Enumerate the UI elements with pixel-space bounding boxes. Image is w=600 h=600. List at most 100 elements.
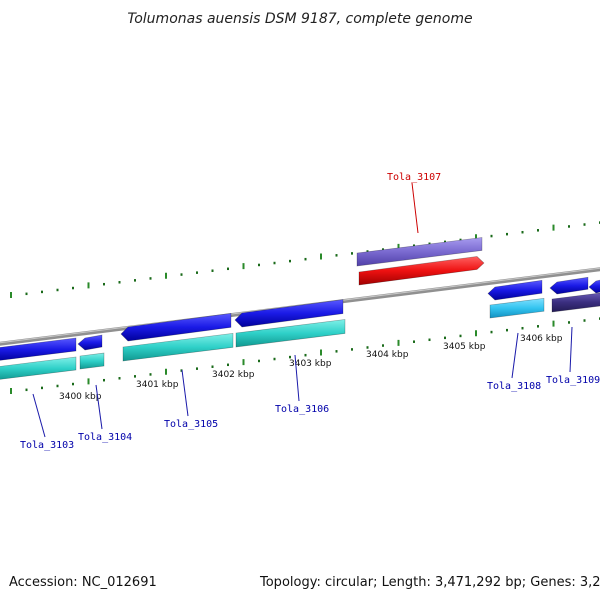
track-tick	[351, 252, 353, 255]
track-tick	[475, 234, 477, 241]
map-title: Tolumonas auensis DSM 9187, complete gen…	[127, 11, 472, 27]
gene-label-tola-3103[interactable]: Tola_3103	[20, 440, 74, 451]
track-tick	[428, 242, 431, 246]
track-tick	[211, 269, 214, 272]
scale-label: 3405 kbp	[443, 342, 486, 352]
scale-label: 3403 kbp	[289, 359, 332, 369]
track-tick	[459, 238, 462, 242]
gene-label-tola-3109[interactable]: Tola_3109	[546, 375, 600, 386]
track-tick	[242, 359, 245, 366]
track-tick	[475, 330, 477, 337]
gene-tola-3106-cds[interactable]	[235, 319, 346, 348]
track-tick	[351, 348, 353, 351]
track-tick	[103, 378, 105, 382]
track-tick	[521, 326, 524, 330]
gene-tola-3105[interactable]	[120, 312, 232, 342]
track-tick	[506, 328, 508, 332]
track-tick	[41, 290, 43, 294]
track-tick	[304, 353, 307, 357]
outer-tick-track	[10, 221, 600, 298]
leader-line	[32, 393, 46, 438]
track-tick	[149, 373, 152, 376]
track-tick	[568, 225, 570, 228]
track-tick	[304, 257, 307, 261]
track-tick	[444, 240, 446, 244]
track-tick	[134, 375, 136, 378]
track-tick	[258, 359, 260, 363]
track-tick	[134, 279, 136, 282]
track-tick	[118, 377, 121, 380]
track-tick	[165, 272, 167, 279]
track-tick	[552, 320, 555, 327]
track-tick	[397, 339, 400, 346]
gene-tola-3107[interactable]	[358, 256, 485, 286]
gene-label-tola-3107[interactable]: Tola_3107	[387, 172, 441, 183]
track-tick	[335, 254, 338, 257]
gene-label-tola-3105[interactable]: Tola_3105	[164, 419, 218, 430]
track-tick	[428, 338, 431, 342]
leader-line	[511, 332, 519, 379]
track-tick	[320, 253, 322, 260]
track-tick	[25, 388, 28, 392]
track-tick	[258, 263, 260, 267]
track-tick	[56, 288, 59, 292]
scale-label: 3406 kbp	[520, 334, 563, 344]
track-tick	[289, 259, 291, 263]
track-tick	[583, 319, 586, 322]
scale-label: 3402 kbp	[212, 370, 255, 380]
gene-tola-3109-cds[interactable]	[551, 292, 600, 313]
track-tick	[506, 232, 508, 236]
track-tick	[41, 386, 43, 390]
track-tick	[583, 223, 586, 226]
track-tick	[180, 369, 183, 372]
scale-label: 3404 kbp	[366, 350, 409, 360]
track-tick	[103, 282, 105, 286]
track-tick	[320, 349, 322, 356]
track-tick	[25, 292, 28, 296]
track-tick	[10, 388, 12, 394]
gene-label-tola-3108[interactable]: Tola_3108	[487, 381, 541, 392]
track-tick	[413, 244, 415, 247]
leader-line	[294, 354, 300, 402]
track-tick	[87, 378, 90, 385]
track-tick	[118, 281, 121, 284]
gene-tola-3103[interactable]	[0, 337, 77, 361]
gene-next-partial[interactable]	[588, 279, 600, 294]
track-tick	[289, 355, 291, 359]
leader-line	[95, 384, 103, 430]
gene-labels: Tola_3103 Tola_3104 Tola_3105 Tola_3106 …	[20, 172, 600, 451]
gene-tola-3106[interactable]	[234, 299, 344, 328]
gene-label-tola-3106[interactable]: Tola_3106	[275, 404, 329, 415]
gene-tola-3109[interactable]	[549, 276, 589, 295]
track-tick	[242, 263, 245, 270]
track-tick	[366, 346, 369, 349]
track-tick	[490, 234, 493, 238]
gene-tola-3105-cds[interactable]	[122, 332, 234, 362]
track-tick	[459, 334, 462, 338]
track-tick	[165, 368, 167, 375]
track-tick	[382, 248, 384, 251]
track-tick	[87, 282, 90, 289]
gene-tola-3108-cds[interactable]	[489, 297, 545, 319]
gene-tola-3108[interactable]	[487, 279, 543, 301]
track-tick	[413, 340, 415, 343]
gene-tola-3104[interactable]	[77, 334, 103, 351]
gene-track	[0, 237, 600, 380]
gene-tola-3104-cds[interactable]	[79, 352, 105, 370]
topology-summary: Topology: circular; Length: 3,471,292 bp…	[259, 575, 600, 590]
track-tick	[537, 229, 539, 232]
gene-label-tola-3104[interactable]: Tola_3104	[78, 432, 132, 443]
gene-tola-3103-cds[interactable]	[0, 356, 77, 380]
track-tick	[537, 325, 539, 328]
track-tick	[382, 344, 384, 347]
track-tick	[149, 277, 152, 280]
track-tick	[552, 224, 555, 231]
track-tick	[273, 261, 276, 265]
track-tick	[72, 382, 74, 386]
gene-tola-3107-cds[interactable]	[356, 237, 483, 267]
track-tick	[227, 363, 229, 367]
track-tick	[444, 336, 446, 340]
leader-line	[569, 326, 573, 373]
scale-label: 3401 kbp	[136, 380, 179, 390]
leader-line	[411, 182, 419, 234]
